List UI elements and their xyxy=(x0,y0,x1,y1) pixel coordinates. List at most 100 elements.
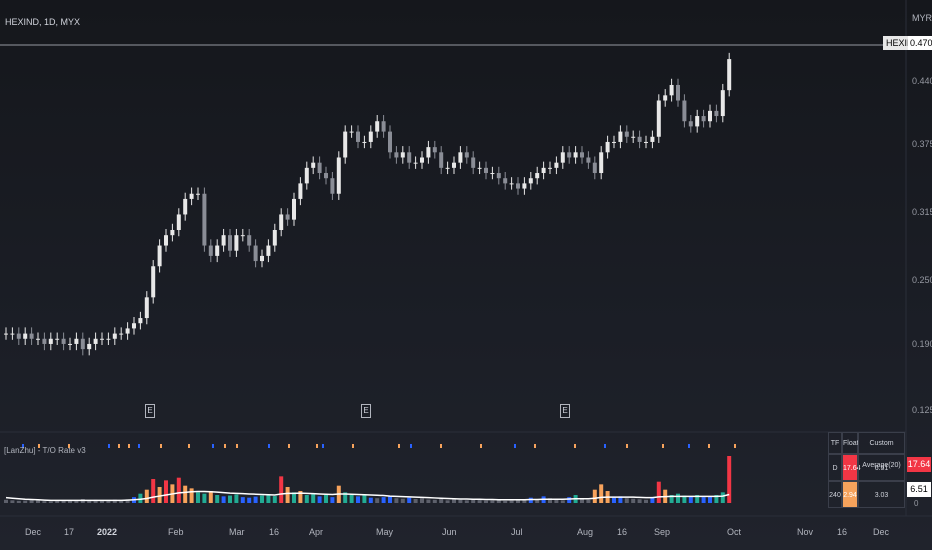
currency-label: MYR xyxy=(912,13,932,23)
turnover-bar xyxy=(477,500,482,503)
turnover-bar xyxy=(93,499,98,503)
table-cell-average: 3.03 xyxy=(858,481,905,508)
candle-body xyxy=(490,173,495,175)
earnings-marker[interactable]: E xyxy=(145,404,155,418)
candle-body xyxy=(61,338,66,344)
candle-body xyxy=(701,116,706,122)
price-axis-label: 0.440 xyxy=(912,76,932,86)
candle-body xyxy=(496,173,501,179)
turnover-bar xyxy=(484,500,488,503)
turnover-bar xyxy=(682,495,687,503)
earnings-marker[interactable]: E xyxy=(560,404,570,418)
turnover-bar xyxy=(23,500,28,503)
turnover-bar xyxy=(125,499,130,503)
indicator-zero-label: 0 xyxy=(914,499,919,508)
signal-dot xyxy=(224,444,226,448)
turnover-bar xyxy=(727,456,732,503)
candle-body xyxy=(240,235,245,237)
candle-body xyxy=(541,167,546,174)
turnover-bar xyxy=(669,495,674,503)
turnover-bar xyxy=(612,497,616,503)
turnover-bar xyxy=(106,500,111,503)
time-axis-label: 2022 xyxy=(97,527,118,537)
candle-body xyxy=(528,178,533,184)
turnover-bar xyxy=(560,500,565,503)
time-axis-label: Oct xyxy=(727,527,742,537)
turnover-bar xyxy=(688,496,693,503)
turnover-bar xyxy=(36,500,40,503)
turnover-bar xyxy=(330,497,335,503)
candle-body xyxy=(548,167,552,169)
last-price-tag: 0.470 xyxy=(908,36,932,50)
turnover-bar xyxy=(644,499,648,503)
turnover-bar xyxy=(490,500,495,503)
turnover-bar xyxy=(548,498,552,503)
table-header-tf: TF xyxy=(828,432,842,454)
table-cell-float: 2.94 xyxy=(842,481,858,508)
turnover-bar xyxy=(631,498,636,503)
signal-dot xyxy=(662,444,664,448)
candle-body xyxy=(368,131,373,142)
turnover-bar xyxy=(420,498,424,503)
candle-body xyxy=(420,157,424,163)
candle-body xyxy=(215,245,220,256)
turnover-bar xyxy=(100,500,104,503)
candle-body xyxy=(573,152,578,158)
table-cell-float: 17.64 xyxy=(842,454,861,481)
candle-body xyxy=(656,100,661,137)
candle-body xyxy=(471,157,476,168)
turnover-bar xyxy=(535,499,540,503)
signal-dot xyxy=(514,444,516,448)
turnover-bar xyxy=(554,499,559,503)
turnover-bar xyxy=(381,497,386,503)
time-axis-label: Aug xyxy=(577,527,594,537)
time-axis-label: Dec xyxy=(873,527,890,537)
earnings-marker[interactable]: E xyxy=(361,404,371,418)
turnover-bar xyxy=(586,499,591,503)
candle-body xyxy=(381,121,386,132)
turnover-bar xyxy=(215,495,220,503)
time-axis-label: Dec xyxy=(25,527,42,537)
turnover-bar xyxy=(164,480,168,503)
time-axis-label: Nov xyxy=(797,527,814,537)
candle-body xyxy=(439,152,444,168)
price-axis-label: 0.250 xyxy=(912,275,932,285)
candle-body xyxy=(560,152,565,163)
turnover-bar xyxy=(304,495,309,503)
turnover-table: TF Float Custom Average(20) D 17.64 6.51… xyxy=(828,432,905,508)
candle-body xyxy=(48,338,53,344)
turnover-bar xyxy=(61,500,66,503)
turnover-bar xyxy=(221,496,226,503)
table-cell-tf: D xyxy=(828,454,842,481)
turnover-bar xyxy=(528,497,533,503)
candle-body xyxy=(279,214,284,230)
candle-body xyxy=(189,193,194,199)
turnover-bar xyxy=(567,497,572,503)
turnover-bar xyxy=(189,488,194,503)
candle-body xyxy=(10,333,15,335)
candle-body xyxy=(509,183,514,185)
turnover-bar xyxy=(279,476,284,503)
turnover-bar xyxy=(720,492,725,503)
turnover-bar xyxy=(394,498,399,503)
candle-body xyxy=(29,333,34,339)
signal-dot xyxy=(236,444,238,448)
candle-body xyxy=(388,131,392,153)
turnover-bar xyxy=(119,500,124,503)
turnover-bar xyxy=(676,493,680,503)
signal-dot xyxy=(108,444,110,448)
candle-body xyxy=(266,245,271,256)
candle-body xyxy=(452,162,456,168)
candle-body xyxy=(317,162,322,174)
candle-body xyxy=(356,131,360,142)
turnover-bar xyxy=(695,495,700,503)
candle-body xyxy=(676,84,680,101)
turnover-bar xyxy=(452,499,456,503)
candle-body xyxy=(394,152,399,158)
turnover-bar xyxy=(432,499,437,503)
time-axis-label: Jul xyxy=(511,527,523,537)
turnover-bar xyxy=(714,495,719,503)
indicator-title[interactable]: [LanZhu] - T/O Rate v3 xyxy=(4,446,86,455)
candle-body xyxy=(196,193,200,195)
